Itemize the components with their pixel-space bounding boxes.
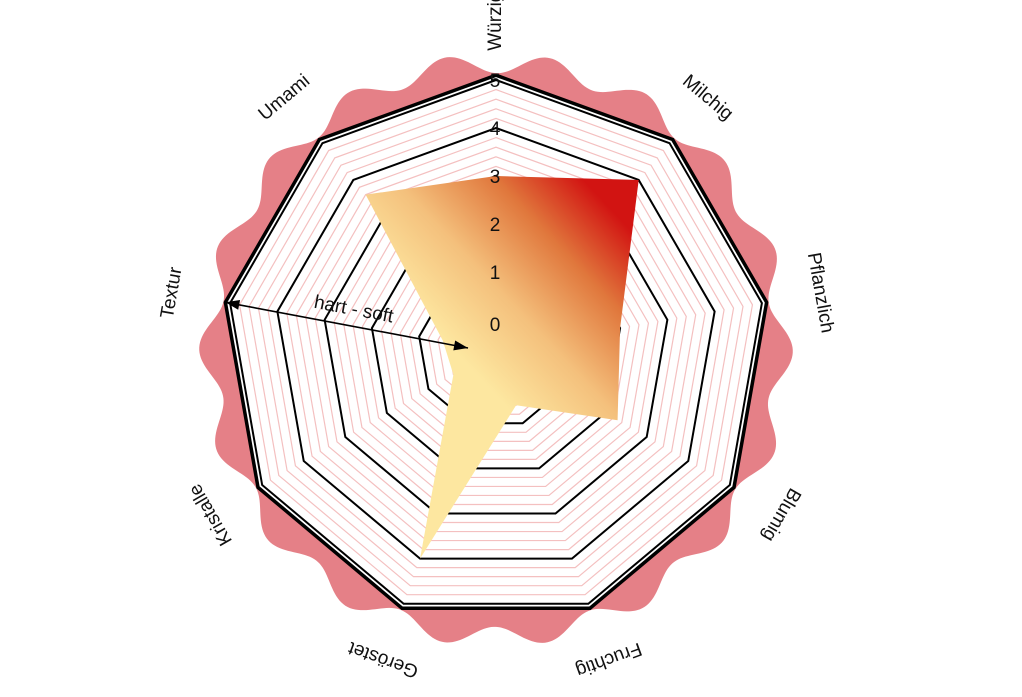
minor-gridline [257, 108, 735, 578]
axis-label: Blumig [758, 484, 805, 545]
minor-gridline [305, 156, 687, 533]
axis-label: Textur [157, 265, 187, 320]
arrow-head-right [453, 340, 468, 351]
major-gridline [276, 126, 716, 560]
series-area [365, 176, 639, 559]
minor-gridline [333, 184, 659, 506]
minor-gridline [248, 98, 744, 587]
major-gridline [323, 174, 669, 515]
tick-label: 2 [490, 215, 501, 236]
tick-label: 5 [490, 71, 501, 92]
axis-label: Umami [255, 70, 315, 125]
minor-gridline [286, 136, 706, 551]
axis-label: Würzig [485, 0, 506, 51]
major-gridline [229, 78, 763, 605]
axis-label: Kristalle [185, 480, 237, 549]
tick-label: 0 [490, 315, 501, 336]
minor-gridline [238, 88, 754, 596]
minor-gridline [267, 117, 725, 569]
tick-label: 3 [490, 167, 501, 188]
axis-label: Geröstet [345, 637, 421, 682]
minor-gridline [314, 165, 678, 524]
radial-tick-labels: 0 1 2 3 4 5 [490, 71, 501, 336]
tick-label: 1 [490, 263, 501, 284]
texture-arrow [225, 299, 469, 351]
axis-label: Pflanzlich [803, 251, 838, 335]
axis-label: Fruchtig [573, 638, 645, 681]
texture-arrow-line [225, 301, 469, 349]
arrow-head-left [225, 299, 241, 310]
tick-label: 4 [490, 119, 501, 140]
minor-gridline [295, 146, 697, 542]
axis-label: Milchig [678, 71, 737, 125]
